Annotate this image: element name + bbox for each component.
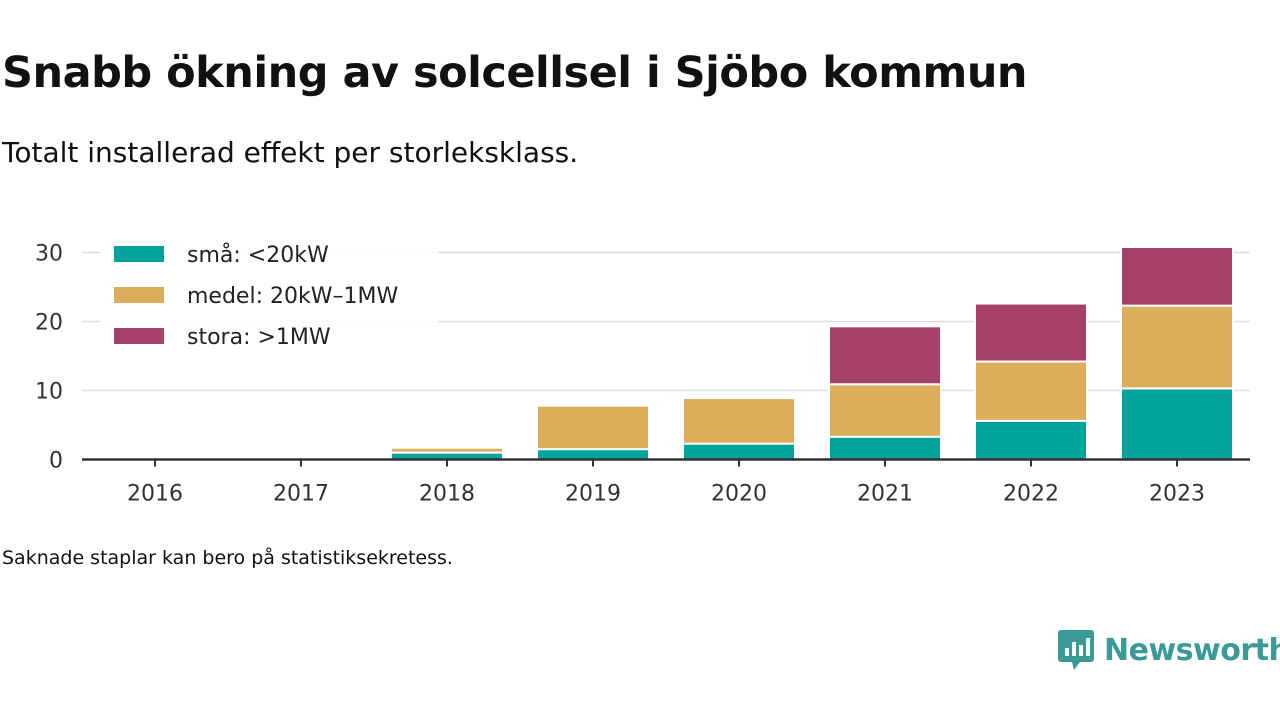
x-tick-label: 2018 xyxy=(419,482,475,507)
x-tick-label: 2022 xyxy=(1003,482,1059,507)
legend-swatch xyxy=(114,246,164,262)
bar-segment xyxy=(828,383,942,438)
y-tick-label: 20 xyxy=(35,311,63,336)
y-tick-label: 30 xyxy=(35,242,63,267)
legend-label: medel: 20kW–1MW xyxy=(187,284,398,309)
legend-swatch xyxy=(114,287,164,303)
bar-segment xyxy=(390,446,504,454)
bar-segment xyxy=(1120,304,1234,390)
bar-segment xyxy=(974,360,1088,422)
legend-label: små: <20kW xyxy=(187,242,329,268)
brand-logo: Newsworthy xyxy=(1058,626,1280,674)
y-tick-label: 0 xyxy=(49,449,63,474)
x-tick-label: 2016 xyxy=(127,482,183,507)
chart-subtitle: Totalt installerad effekt per storlekskl… xyxy=(2,136,579,169)
bar-segment xyxy=(1120,245,1234,307)
y-tick-label: 10 xyxy=(35,380,63,405)
legend-label: stora: >1MW xyxy=(187,325,331,350)
bar-segment xyxy=(682,397,796,445)
bar-segment xyxy=(974,302,1088,363)
x-tick-label: 2019 xyxy=(565,482,621,507)
brand-name: Newsworthy xyxy=(1104,632,1280,668)
legend: små: <20kW medel: 20kW–1MW stora: >1MW xyxy=(100,238,438,358)
bar-segment xyxy=(536,404,650,451)
x-tick-label: 2017 xyxy=(273,482,329,507)
bar-segment xyxy=(682,442,796,461)
legend-swatch xyxy=(114,328,164,344)
bar-segment xyxy=(536,448,650,461)
footnote: Saknade staplar kan bero på statistiksek… xyxy=(2,547,453,569)
bars xyxy=(390,245,1234,461)
bar-segment xyxy=(828,435,942,461)
bar-segment xyxy=(1120,387,1234,461)
bar-segment xyxy=(828,325,942,386)
x-tick-label: 2021 xyxy=(857,482,913,507)
x-tick-label: 2023 xyxy=(1149,482,1205,507)
newsworthy-logo-icon xyxy=(1058,630,1094,670)
axes: 0 10 20 30 2016 2017 2018 2019 2020 2021 2022 2023 xyxy=(35,242,1250,507)
bar-segment xyxy=(974,419,1088,461)
chart-title: Snabb ökning av solcellsel i Sjöbo kommu… xyxy=(2,48,1028,98)
x-tick-label: 2020 xyxy=(711,482,767,507)
